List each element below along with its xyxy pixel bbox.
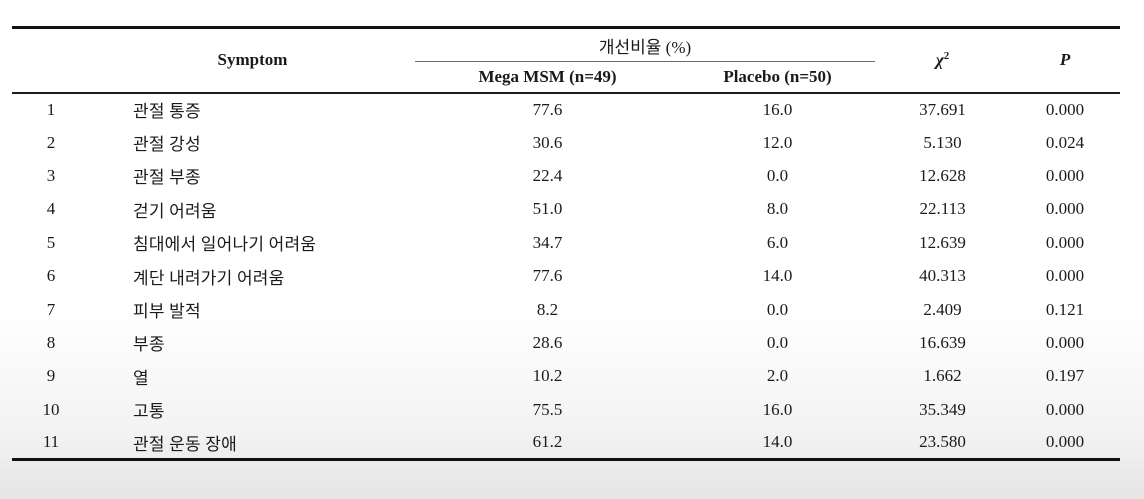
- table-row: 8 부종 28.6 0.0 16.639 0.000: [12, 326, 1120, 359]
- cell-mega-msm: 22.4: [532, 165, 563, 185]
- cell-symptom: 관절 부종: [133, 168, 201, 188]
- header-symptom: Symptom: [90, 27, 415, 94]
- cell-p-value: 0.000: [1045, 266, 1085, 286]
- table-row: 9 열 10.2 2.0 1.662 0.197: [12, 360, 1120, 393]
- table-row: 5 침대에서 일어나기 어려움 34.7 6.0 12.639 0.000: [12, 226, 1120, 259]
- cell-placebo: 16.0: [762, 99, 793, 119]
- cell-chi-square: 37.691: [919, 99, 966, 119]
- header-improvement-ratio-group: 개선비율 (%): [415, 27, 876, 62]
- table-body: 1 관절 통증 77.6 16.0 37.691 0.000 2 관절 강성 3…: [12, 93, 1120, 460]
- cell-p-value: 0.000: [1045, 99, 1085, 119]
- cell-row-number: 7: [46, 299, 56, 319]
- cell-chi-square: 35.349: [919, 399, 966, 419]
- cell-symptom: 부종: [133, 335, 165, 355]
- cell-row-number: 11: [42, 432, 60, 452]
- cell-symptom: 관절 통증: [133, 102, 201, 122]
- cell-mega-msm: 8.2: [536, 299, 559, 319]
- cell-symptom: 열: [133, 368, 149, 388]
- table-row: 4 걷기 어려움 51.0 8.0 22.113 0.000: [12, 193, 1120, 226]
- cell-mega-msm: 51.0: [532, 199, 563, 219]
- header-no-spacer: [12, 27, 90, 94]
- header-p-value: P: [1010, 27, 1121, 94]
- table-row: 10 고통 75.5 16.0 35.349 0.000: [12, 393, 1120, 426]
- table-row: 2 관절 강성 30.6 12.0 5.130 0.024: [12, 126, 1120, 159]
- cell-symptom: 관절 운동 장애: [133, 434, 237, 454]
- cell-symptom: 관절 강성: [133, 135, 201, 155]
- table-header: Symptom 개선비율 (%) χ2 P Mega MSM (n=49) Pl…: [12, 27, 1121, 94]
- cell-symptom: 계단 내려가기 어려움: [133, 268, 285, 288]
- cell-p-value: 0.000: [1045, 399, 1085, 419]
- cell-placebo: 14.0: [762, 432, 793, 452]
- cell-row-number: 3: [46, 165, 56, 185]
- cell-p-value: 0.000: [1045, 232, 1085, 252]
- cell-chi-square: 16.639: [919, 332, 966, 352]
- table-row: 1 관절 통증 77.6 16.0 37.691 0.000: [12, 93, 1120, 126]
- cell-mega-msm: 75.5: [532, 399, 563, 419]
- cell-p-value: 0.000: [1045, 332, 1085, 352]
- cell-chi-square: 5.130: [923, 132, 962, 152]
- cell-row-number: 6: [46, 266, 56, 286]
- table-row: 11 관절 운동 장애 61.2 14.0 23.580 0.000: [12, 426, 1120, 459]
- cell-placebo: 2.0: [766, 366, 789, 386]
- cell-symptom: 피부 발적: [133, 302, 201, 322]
- cell-p-value: 0.000: [1045, 165, 1085, 185]
- cell-row-number: 10: [42, 399, 60, 419]
- header-row-sub: Mega MSM (n=49) Placebo (n=50): [12, 61, 1120, 94]
- cell-placebo: 8.0: [766, 199, 789, 219]
- cell-row-number: 2: [46, 132, 56, 152]
- cell-mega-msm: 77.6: [532, 266, 563, 286]
- cell-mega-msm: 10.2: [532, 366, 563, 386]
- cell-row-number: 4: [46, 199, 56, 219]
- chi-symbol: χ: [935, 50, 944, 70]
- header-chi-square: χ2: [875, 27, 1011, 94]
- cell-placebo: 0.0: [766, 165, 789, 185]
- cell-mega-msm: 34.7: [532, 232, 563, 252]
- cell-chi-square: 23.580: [919, 432, 966, 452]
- cell-mega-msm: 28.6: [532, 332, 563, 352]
- cell-placebo: 0.0: [766, 299, 789, 319]
- cell-placebo: 14.0: [762, 266, 793, 286]
- cell-chi-square: 12.639: [919, 232, 966, 252]
- cell-mega-msm: 61.2: [532, 432, 563, 452]
- cell-p-value: 0.024: [1045, 132, 1085, 152]
- cell-symptom: 침대에서 일어나기 어려움: [133, 235, 317, 255]
- cell-mega-msm: 30.6: [532, 132, 563, 152]
- cell-p-value: 0.000: [1045, 199, 1085, 219]
- cell-row-number: 1: [46, 99, 56, 119]
- cell-symptom: 고통: [133, 402, 165, 422]
- table-row: 6 계단 내려가기 어려움 77.6 14.0 40.313 0.000: [12, 259, 1120, 292]
- cell-row-number: 9: [46, 366, 56, 386]
- table-row: 3 관절 부종 22.4 0.0 12.628 0.000: [12, 159, 1120, 192]
- cell-symptom: 걷기 어려움: [133, 201, 217, 221]
- cell-chi-square: 1.662: [923, 366, 962, 386]
- header-placebo: Placebo (n=50): [680, 61, 876, 94]
- cell-placebo: 0.0: [766, 332, 789, 352]
- cell-chi-square: 2.409: [923, 299, 962, 319]
- cell-p-value: 0.197: [1045, 366, 1085, 386]
- cell-placebo: 12.0: [762, 132, 793, 152]
- cell-p-value: 0.000: [1045, 432, 1085, 452]
- cell-placebo: 16.0: [762, 399, 793, 419]
- cell-row-number: 5: [46, 232, 56, 252]
- cell-mega-msm: 77.6: [532, 99, 563, 119]
- table-row: 7 피부 발적 8.2 0.0 2.409 0.121: [12, 293, 1120, 326]
- cell-p-value: 0.121: [1045, 299, 1085, 319]
- cell-placebo: 6.0: [766, 232, 789, 252]
- cell-chi-square: 40.313: [919, 266, 966, 286]
- results-table: Symptom 개선비율 (%) χ2 P Mega MSM (n=49) Pl…: [12, 26, 1121, 462]
- cell-chi-square: 22.113: [919, 199, 966, 219]
- header-mega-msm: Mega MSM (n=49): [415, 61, 680, 94]
- header-row-top: Symptom 개선비율 (%) χ2 P: [12, 27, 1121, 94]
- cell-chi-square: 12.628: [919, 165, 966, 185]
- cell-row-number: 8: [46, 332, 56, 352]
- chi-superscript: 2: [943, 49, 950, 62]
